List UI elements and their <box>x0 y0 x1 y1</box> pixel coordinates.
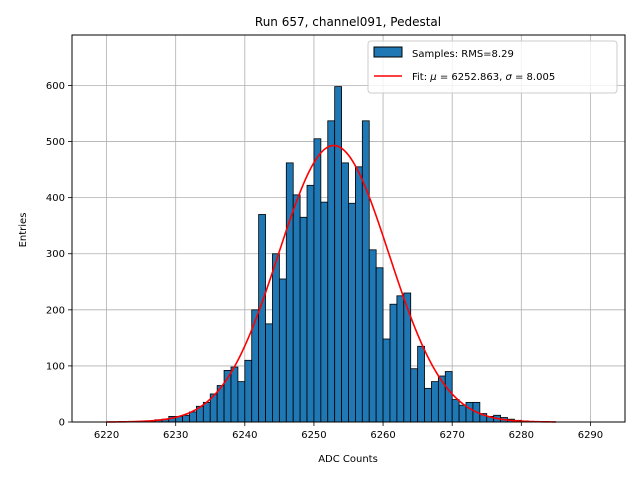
histogram-bar <box>375 267 384 423</box>
histogram-bar <box>244 359 253 423</box>
histogram-bar <box>237 381 246 423</box>
axis-ticks: 6220 6230 6240 6250 6260 6270 6280 6290 0 100 200 3… <box>46 81 603 441</box>
x-tick-label: 6270 <box>439 430 464 441</box>
histogram-bar <box>278 278 287 423</box>
histogram-bar <box>320 201 329 423</box>
histogram-bars <box>147 86 529 423</box>
x-tick-label: 6280 <box>509 430 534 441</box>
y-tick-label: 300 <box>46 249 65 260</box>
histogram-bar <box>202 401 211 423</box>
legend-fit-mu-value: = 6252.863, <box>437 72 506 83</box>
legend-samples-label: Samples: RMS=8.29 <box>412 49 514 60</box>
x-tick-label: 6260 <box>370 430 395 441</box>
histogram-bar <box>348 202 356 423</box>
plot-frame <box>71 34 626 423</box>
histogram-bar <box>410 368 419 423</box>
legend-fit-sigma-symbol: σ <box>505 72 512 83</box>
legend-fit-label: Fit: μ = 6252.863, σ = 8.005 <box>412 72 555 83</box>
histogram-bar <box>306 184 315 423</box>
chart-title: Run 657, channel091, Pedestal <box>255 15 441 29</box>
y-tick-label: 0 <box>59 418 65 429</box>
histogram-bar <box>444 371 453 423</box>
histogram-bar <box>437 375 446 423</box>
histogram-bar <box>182 414 190 423</box>
histogram-bar <box>258 214 266 423</box>
legend-fit-prefix: Fit: <box>412 72 430 83</box>
histogram-bar <box>292 194 301 423</box>
y-axis-label: Entries <box>18 213 29 248</box>
y-tick-label: 500 <box>46 137 65 148</box>
histogram-bar <box>285 162 294 423</box>
x-tick-label: 6290 <box>578 430 603 441</box>
gaussian-fit-curve <box>106 144 556 423</box>
y-tick-label: 100 <box>46 361 65 372</box>
legend-samples-swatch <box>373 46 403 58</box>
y-tick-label: 400 <box>46 193 65 204</box>
histogram-bar <box>189 411 197 423</box>
histogram-bar <box>431 381 439 423</box>
histogram-bar <box>230 366 239 423</box>
histogram-bar <box>451 399 460 423</box>
y-tick-label: 600 <box>46 81 65 92</box>
histogram-bar <box>361 120 370 423</box>
x-tick-label: 6220 <box>94 430 119 441</box>
x-tick-label: 6230 <box>163 430 188 441</box>
histogram-bar <box>396 295 405 423</box>
x-tick-label: 6240 <box>232 430 257 441</box>
x-axis-label: ADC Counts <box>318 454 378 465</box>
histogram-bar <box>334 86 342 423</box>
histogram-bar <box>368 249 377 423</box>
y-tick-label: 200 <box>46 305 65 316</box>
histogram-bar <box>382 338 391 423</box>
histogram-bar <box>355 166 363 423</box>
histogram-bar <box>327 120 336 423</box>
histogram-bar <box>272 253 280 423</box>
legend-fit-sigma-value: = 8.005 <box>512 72 555 83</box>
histogram-bar <box>465 401 474 423</box>
histogram-bar <box>458 404 467 423</box>
histogram-bar <box>341 162 349 423</box>
legend-box <box>367 40 618 94</box>
histogram-bar <box>417 345 425 423</box>
histogram-bar <box>299 216 308 423</box>
histogram-bar <box>313 138 322 423</box>
x-tick-label: 6250 <box>301 430 326 441</box>
legend-fit-mu-symbol: μ <box>429 72 436 83</box>
fit-curve-layer <box>106 144 556 423</box>
legend: Samples: RMS=8.29 Fit: μ = 6252.863, σ =… <box>367 40 618 94</box>
histogram-bar <box>424 387 432 423</box>
histogram-bar <box>265 323 273 423</box>
histogram-bar <box>389 303 398 423</box>
